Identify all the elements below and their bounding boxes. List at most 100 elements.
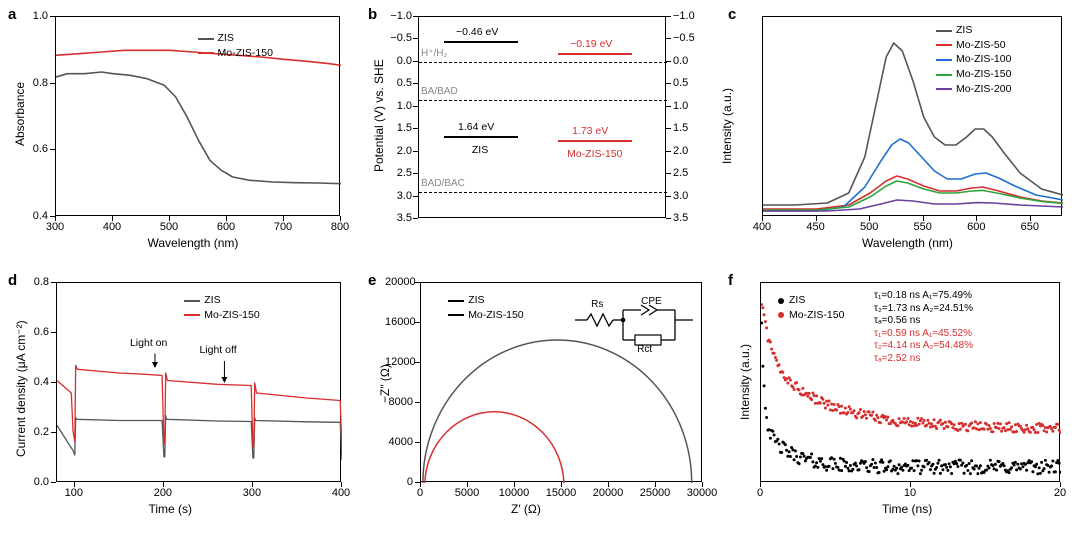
scatter-point bbox=[773, 352, 776, 355]
scatter-point bbox=[785, 449, 788, 452]
scatter-point bbox=[1030, 460, 1033, 463]
tick-label-x: 0 bbox=[757, 487, 763, 499]
scatter-point bbox=[969, 472, 972, 475]
scatter-point bbox=[923, 419, 926, 422]
legend-label: ZIS bbox=[956, 24, 972, 38]
scatter-point bbox=[855, 417, 858, 420]
scatter-point bbox=[849, 464, 852, 467]
scatter-point bbox=[1039, 472, 1042, 475]
scatter-point bbox=[1010, 425, 1013, 428]
scatter-point bbox=[916, 417, 919, 420]
scatter-point bbox=[918, 460, 921, 463]
scatter-point bbox=[936, 462, 939, 465]
scatter-point bbox=[929, 468, 932, 471]
legend-label: ZIS bbox=[204, 294, 220, 308]
tick-y-right bbox=[666, 106, 671, 107]
vb-line bbox=[558, 140, 632, 142]
scatter-point bbox=[1013, 431, 1016, 434]
scatter-point bbox=[765, 416, 768, 419]
scatter-point bbox=[893, 465, 896, 468]
fit-text-line: τ₁=0.18 ns A₁=75.49% bbox=[874, 290, 973, 303]
tick-label-x: 400 bbox=[332, 487, 350, 499]
scatter-point bbox=[979, 464, 982, 467]
scatter-point bbox=[799, 456, 802, 459]
tick-y bbox=[415, 322, 420, 323]
panel-c: c400450500550600650Wavelength (nm)Intens… bbox=[720, 0, 1080, 266]
scatter-point bbox=[941, 468, 944, 471]
scatter-point bbox=[906, 464, 909, 467]
scatter-point bbox=[798, 462, 801, 465]
legend-row: ZIS bbox=[936, 24, 1011, 38]
scatter-point bbox=[795, 381, 798, 384]
fit-text-line: τₐ=0.56 ns bbox=[874, 315, 973, 328]
scatter-point bbox=[886, 416, 889, 419]
scatter-point bbox=[828, 465, 831, 468]
legend: ZISMo-ZIS-150 bbox=[198, 32, 273, 61]
tick-y bbox=[415, 482, 420, 483]
scatter-point bbox=[819, 460, 822, 463]
y-axis-label: Current density (μA cm⁻²) bbox=[14, 320, 28, 457]
panel-e: e050001000015000200002500030000040008000… bbox=[360, 266, 720, 532]
scatter-point bbox=[1036, 431, 1039, 434]
tick-label-x: 700 bbox=[274, 221, 292, 233]
tick-label-x: 300 bbox=[46, 221, 64, 233]
scatter-point bbox=[801, 452, 804, 455]
scatter-point bbox=[966, 429, 969, 432]
scatter-point bbox=[1056, 459, 1059, 462]
scatter-point bbox=[821, 398, 824, 401]
panel-label: a bbox=[8, 6, 16, 23]
tick-label-x: 800 bbox=[331, 221, 349, 233]
scatter-point bbox=[1048, 471, 1051, 474]
scatter-point bbox=[966, 469, 969, 472]
tick-y-left bbox=[413, 61, 418, 62]
scatter-point bbox=[896, 424, 899, 427]
scatter-point bbox=[846, 411, 849, 414]
scatter-point bbox=[1026, 427, 1029, 430]
scatter-point bbox=[803, 455, 806, 458]
fit-text-line: τ₂=4.14 ns A₂=54.48% bbox=[874, 340, 973, 353]
legend-row: ZIS bbox=[198, 32, 273, 46]
scatter-point bbox=[1014, 461, 1017, 464]
scatter-point bbox=[868, 410, 871, 413]
y-axis-label: Intensity (a.u.) bbox=[720, 88, 734, 164]
scatter-point bbox=[959, 428, 962, 431]
legend-row: ZIS bbox=[448, 294, 523, 308]
scatter-point bbox=[1019, 468, 1022, 471]
legend-swatch bbox=[184, 314, 200, 316]
series-line bbox=[763, 181, 1063, 210]
scatter-point bbox=[985, 469, 988, 472]
scatter-point bbox=[806, 395, 809, 398]
tick-y bbox=[50, 83, 55, 84]
tick-label-x: 550 bbox=[914, 221, 932, 233]
scatter-point bbox=[1040, 461, 1043, 464]
tick-y bbox=[415, 402, 420, 403]
scatter-point bbox=[784, 443, 787, 446]
scatter-point bbox=[853, 409, 856, 412]
scatter-point bbox=[1036, 472, 1039, 475]
tick-label-y-right: 3.5 bbox=[673, 212, 688, 224]
scatter-point bbox=[1008, 471, 1011, 474]
scatter-point bbox=[874, 419, 877, 422]
scatter-point bbox=[870, 463, 873, 466]
legend-row: Mo-ZIS-200 bbox=[936, 83, 1011, 97]
scatter-point bbox=[769, 341, 772, 344]
scatter-point bbox=[999, 422, 1002, 425]
scatter-point bbox=[928, 461, 931, 464]
scatter-point bbox=[950, 472, 953, 475]
scatter-point bbox=[824, 407, 827, 410]
tick-label-x: 600 bbox=[967, 221, 985, 233]
scatter-point bbox=[879, 421, 882, 424]
scatter-point bbox=[836, 466, 839, 469]
scatter-point bbox=[871, 411, 874, 414]
x-axis-label: Wavelength (nm) bbox=[862, 236, 953, 250]
scatter-point bbox=[871, 458, 874, 461]
scatter-point bbox=[946, 425, 949, 428]
legend-row: Mo-ZIS-100 bbox=[936, 53, 1011, 67]
tick-label-x: 650 bbox=[1021, 221, 1039, 233]
scatter-point bbox=[778, 443, 781, 446]
scatter-point bbox=[843, 460, 846, 463]
legend-swatch bbox=[198, 38, 214, 40]
scatter-point bbox=[923, 465, 926, 468]
scatter-point bbox=[778, 363, 781, 366]
legend-swatch bbox=[448, 300, 464, 302]
